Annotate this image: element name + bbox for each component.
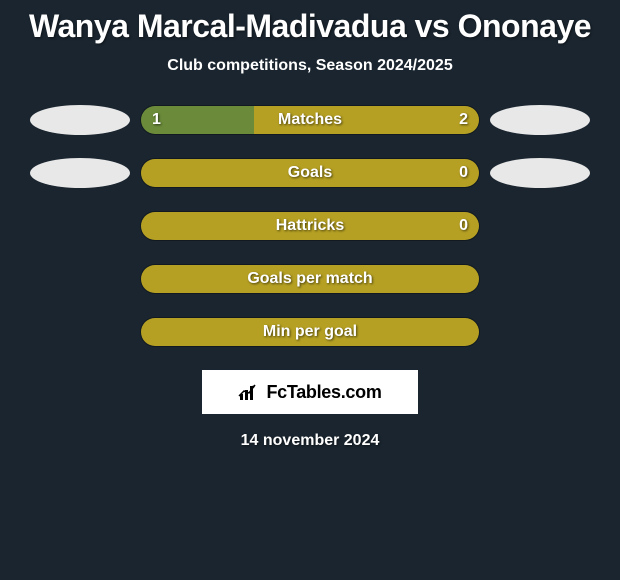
- stat-value-right: 2: [459, 105, 468, 135]
- stat-value-left: 1: [152, 105, 161, 135]
- page-title: Wanya Marcal-Madivadua vs Ononaye: [0, 8, 620, 45]
- stat-label: Matches: [140, 105, 480, 135]
- stat-bar: Min per goal: [140, 317, 480, 347]
- player-avatar-left: [30, 105, 130, 135]
- stat-label: Min per goal: [140, 317, 480, 347]
- stat-row: Matches1 2: [0, 105, 620, 135]
- stat-bar: Goals0: [140, 158, 480, 188]
- player-avatar-right: [490, 105, 590, 135]
- stat-bar: Matches1 2: [140, 105, 480, 135]
- comparison-card: Wanya Marcal-Madivadua vs Ononaye Club c…: [0, 0, 620, 450]
- avatar-left-wrap: [20, 105, 140, 135]
- player-avatar-left: [30, 158, 130, 188]
- stat-value-right: 0: [459, 211, 468, 241]
- date-label: 14 november 2024: [0, 432, 620, 450]
- logo-box[interactable]: FcTables.com: [202, 370, 418, 414]
- stat-value-right: 0: [459, 158, 468, 188]
- avatar-right-wrap: [480, 105, 600, 135]
- avatar-left-wrap: [20, 158, 140, 188]
- stat-row: Goals per match: [0, 264, 620, 294]
- logo: FcTables.com: [238, 382, 381, 403]
- stat-label: Goals per match: [140, 264, 480, 294]
- stat-row: Hattricks0: [0, 211, 620, 241]
- stat-row: Min per goal: [0, 317, 620, 347]
- stat-label: Goals: [140, 158, 480, 188]
- chart-icon: [238, 382, 262, 402]
- logo-text: FcTables.com: [266, 382, 381, 403]
- stats-area: Matches12Goals0Hattricks0Goals per match…: [0, 105, 620, 347]
- player-avatar-right: [490, 158, 590, 188]
- avatar-right-wrap: [480, 158, 600, 188]
- stat-bar: Hattricks0: [140, 211, 480, 241]
- subtitle: Club competitions, Season 2024/2025: [0, 57, 620, 75]
- stat-label: Hattricks: [140, 211, 480, 241]
- stat-row: Goals0: [0, 158, 620, 188]
- stat-bar: Goals per match: [140, 264, 480, 294]
